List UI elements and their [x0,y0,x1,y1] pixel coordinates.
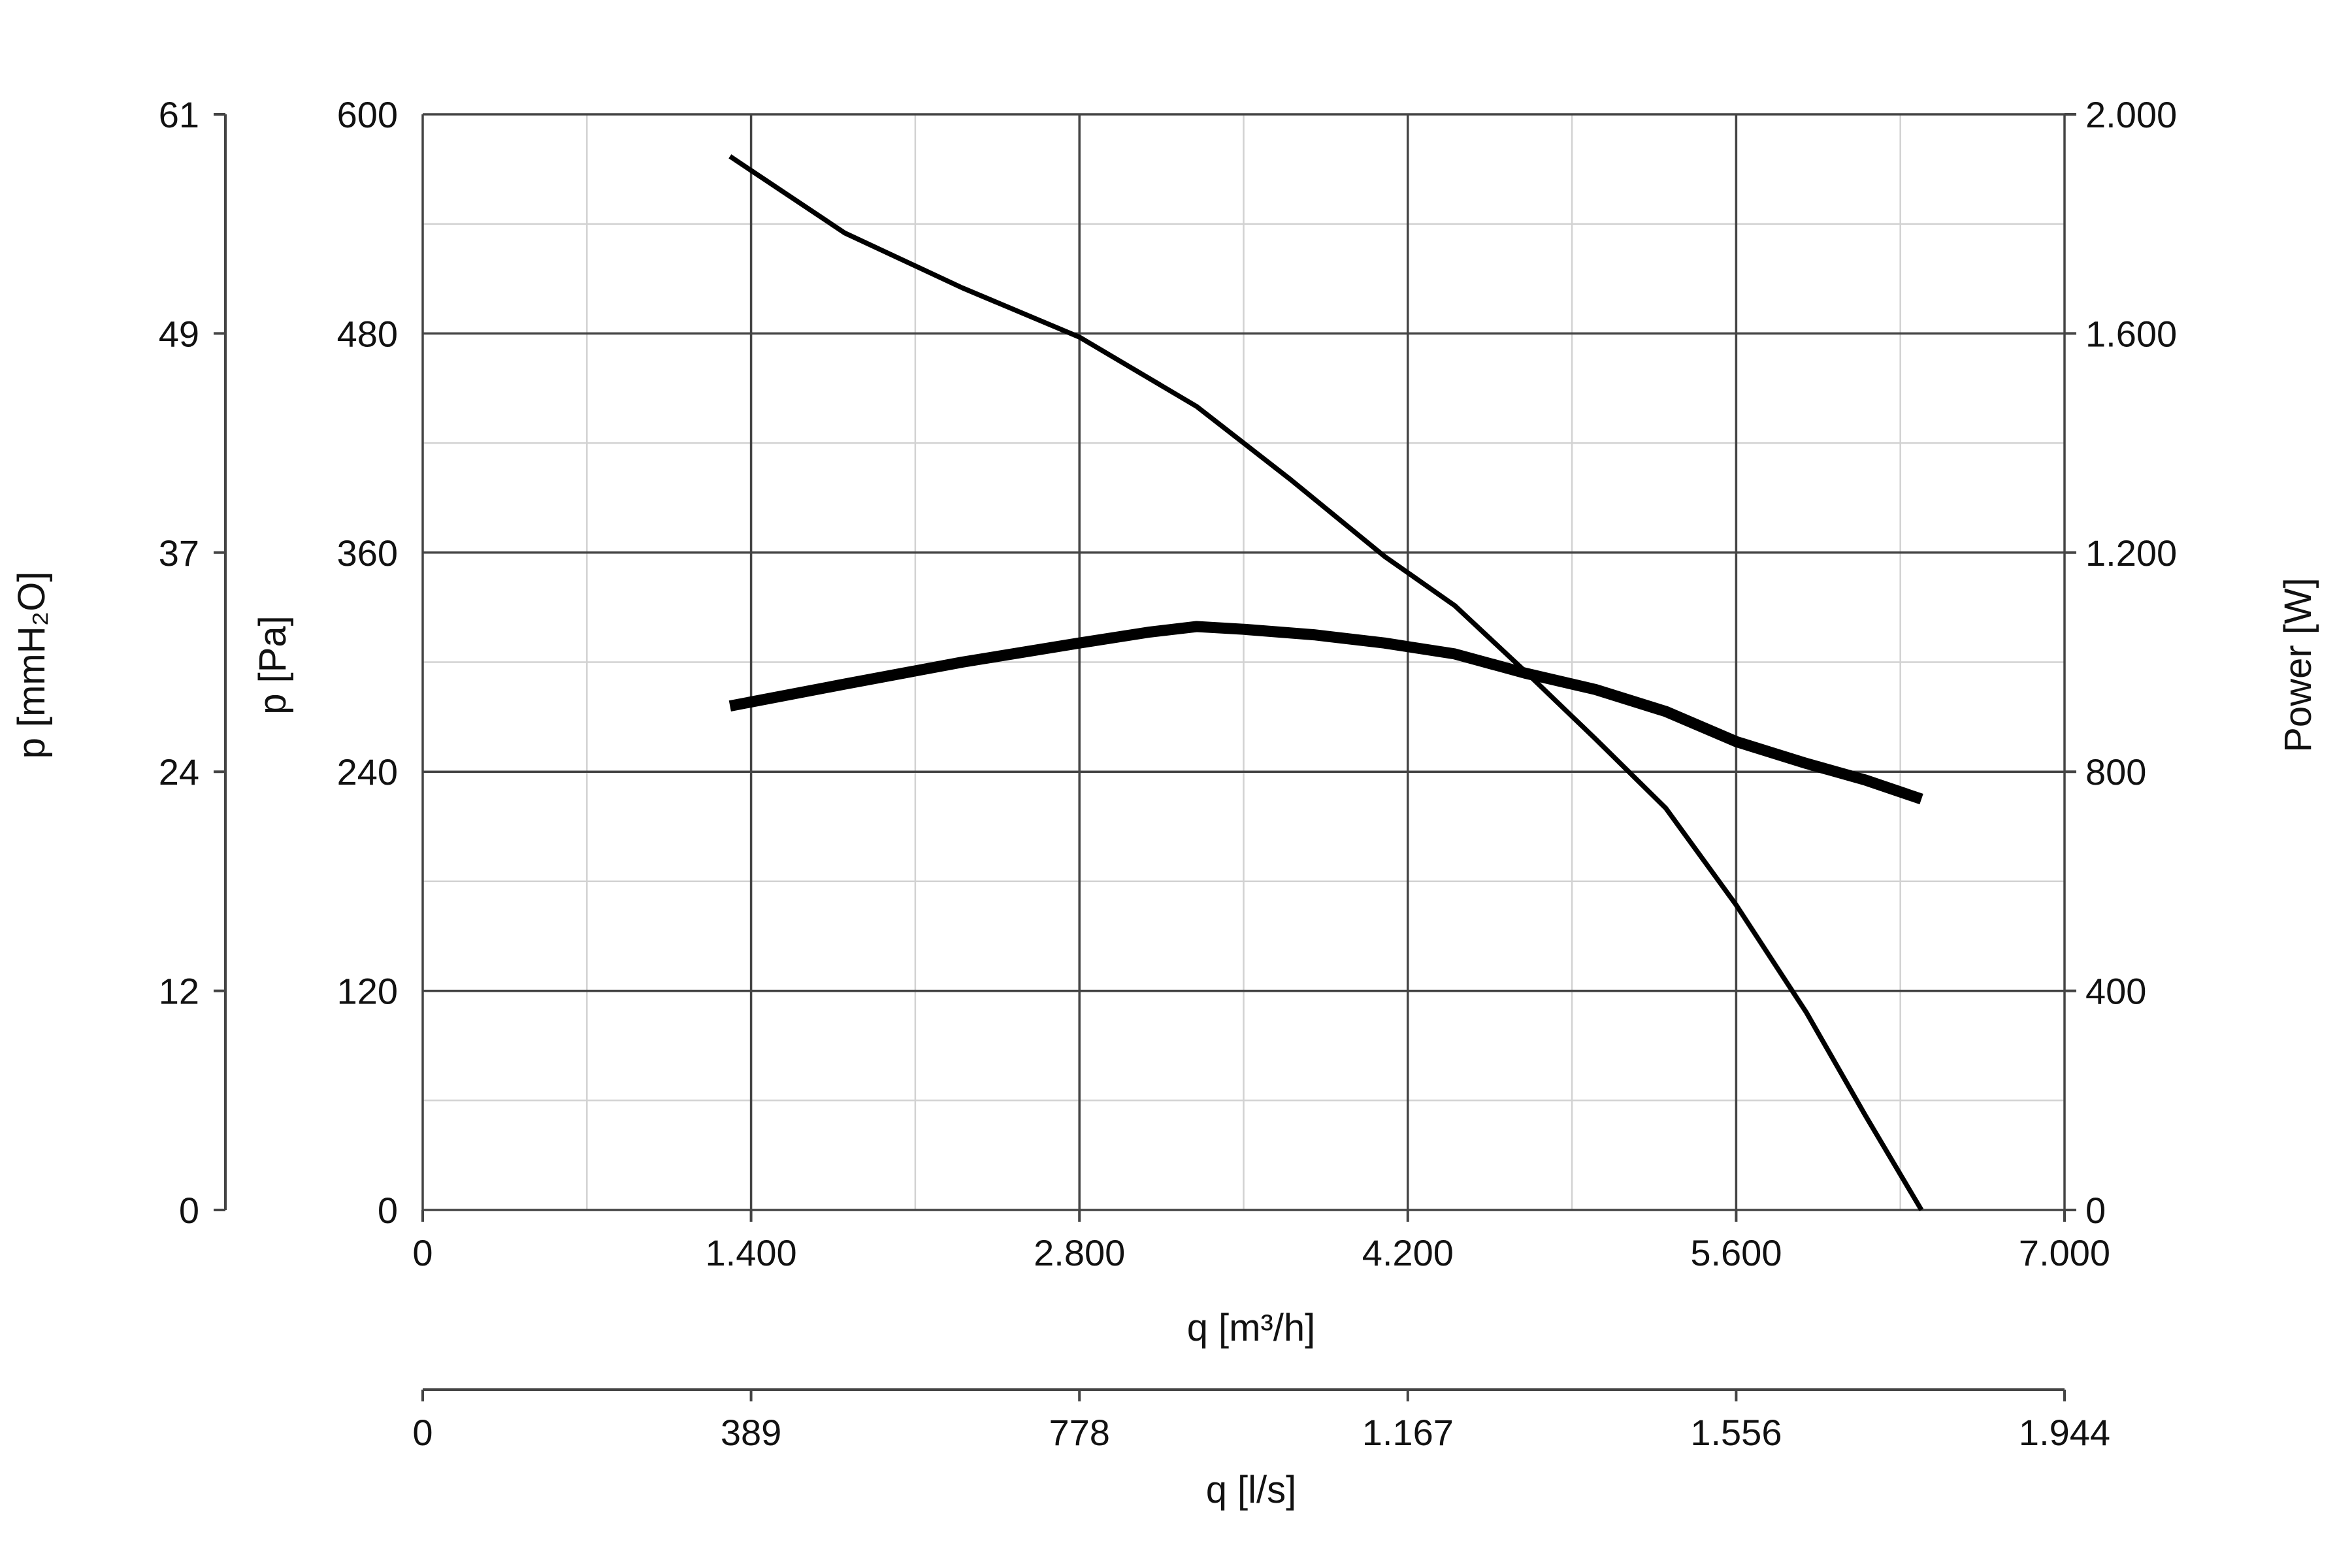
minor-grid [423,114,2065,1210]
x-secondary-tick-label: 1.556 [1690,1412,1782,1453]
y-right-tick-label: 2.000 [2085,94,2177,135]
x-tick-label: 5.600 [1690,1232,1782,1273]
y-secondary-tick-label: 37 [159,532,199,574]
x-axis-secondary-title: q [l/s] [1206,1469,1297,1511]
y-tick-label: 0 [378,1190,398,1231]
y-tick-label: 480 [337,313,398,354]
y-axis-secondary-title: p [mmH₂O] [10,572,53,759]
x-secondary-tick-label: 389 [721,1412,781,1453]
series-layer [728,154,1924,1211]
y-secondary-tick-label: 0 [179,1190,199,1231]
x-tick-label: 0 [412,1232,433,1273]
y-right-tick-label: 400 [2085,971,2146,1012]
y-secondary-tick-label: 49 [159,313,199,354]
x-axis-title: q [m³/h] [1187,1307,1316,1349]
y-tick-label: 360 [337,532,398,574]
x-tick-label: 4.200 [1362,1232,1454,1273]
power-curve [728,621,1923,805]
y-secondary-tick-label: 12 [159,971,199,1012]
y-axis-title: p [Pa] [252,615,294,715]
x-tick-label: 7.000 [2019,1232,2110,1273]
y-tick-label: 240 [337,751,398,792]
x-secondary-tick-label: 0 [412,1412,433,1453]
x-tick-label: 1.400 [706,1232,797,1273]
y-axis-right-title: Power [W] [2277,578,2319,753]
pressure-curve [728,154,1924,1211]
y-right-tick-label: 1.200 [2085,532,2177,574]
y-right-tick-label: 800 [2085,751,2146,792]
y-tick-label: 600 [337,94,398,135]
x-tick-label: 2.800 [1034,1232,1125,1273]
y-tick-label: 120 [337,971,398,1012]
x-secondary-tick-label: 1.167 [1362,1412,1454,1453]
y-right-tick-label: 0 [2085,1190,2106,1231]
axes [214,113,2076,1401]
y-secondary-tick-label: 61 [159,94,199,135]
x-secondary-tick-label: 1.944 [2019,1412,2110,1453]
tick-labels: 0 12 24 37 49 61 0 120 240 360 480 600 0 400 800 1.200 1… [159,94,2177,1453]
major-grid [421,113,2066,1211]
y-right-tick-label: 1.600 [2085,313,2177,354]
y-secondary-tick-label: 24 [159,751,199,792]
x-secondary-tick-label: 778 [1049,1412,1109,1453]
